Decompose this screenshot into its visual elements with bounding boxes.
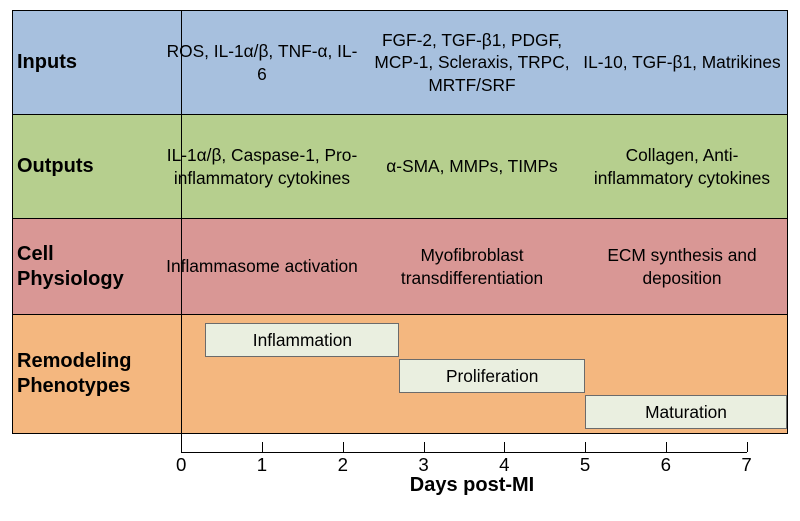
- tick-7: [747, 442, 748, 452]
- row-body-inputs: ROS, IL-1α/β, TNF-α, IL-6FGF-2, TGF-β1, …: [157, 11, 787, 114]
- tick-label-1: 1: [257, 454, 267, 476]
- row-body-outputs: IL-1α/β, Caspase-1, Pro-inflammatory cyt…: [157, 115, 787, 218]
- tick-3: [424, 442, 425, 452]
- phenotype-bar-maturation: Maturation: [585, 395, 787, 429]
- row-body-phenotypes: InflammationProliferationMaturation: [157, 315, 787, 433]
- tick-label-3: 3: [418, 454, 428, 476]
- row-inputs: InputsROS, IL-1α/β, TNF-α, IL-6FGF-2, TG…: [12, 10, 788, 114]
- tick-1: [262, 442, 263, 452]
- tick-0: [181, 442, 182, 452]
- tick-5: [585, 442, 586, 452]
- row-label-inputs: Inputs: [13, 11, 157, 114]
- phenotype-bar-inflammation: Inflammation: [205, 323, 399, 357]
- cell-outputs-2: Collagen, Anti-inflammatory cytokines: [577, 115, 787, 218]
- cell-inputs-1: FGF-2, TGF-β1, PDGF, MCP-1, Scleraxis, T…: [367, 11, 577, 114]
- row-phenotypes: Remodeling PhenotypesInflammationProlife…: [12, 314, 788, 434]
- row-label-phenotypes: Remodeling Phenotypes: [13, 315, 157, 433]
- tick-label-0: 0: [176, 454, 186, 476]
- cell-outputs-1: α-SMA, MMPs, TIMPs: [367, 115, 577, 218]
- axis-line: [181, 452, 746, 453]
- tick-label-6: 6: [661, 454, 671, 476]
- cell-cellphys-1: Myofibroblast transdifferentiation: [367, 219, 577, 314]
- tick-label-7: 7: [741, 454, 751, 476]
- row-label-cellphys: Cell Physiology: [13, 219, 157, 314]
- phenotype-track: InflammationProliferationMaturation: [157, 315, 787, 433]
- row-label-outputs: Outputs: [13, 115, 157, 218]
- cell-inputs-0: ROS, IL-1α/β, TNF-α, IL-6: [157, 11, 367, 114]
- axis-title: Days post-MI: [157, 474, 787, 497]
- row-cellphys: Cell PhysiologyInflammasome activationMy…: [12, 218, 788, 314]
- x-axis: 01234567Days post-MI: [157, 434, 787, 492]
- row-outputs: OutputsIL-1α/β, Caspase-1, Pro-inflammat…: [12, 114, 788, 218]
- tick-4: [504, 442, 505, 452]
- cell-cellphys-2: ECM synthesis and deposition: [577, 219, 787, 314]
- tick-2: [343, 442, 344, 452]
- tick-label-5: 5: [580, 454, 590, 476]
- tick-6: [666, 442, 667, 452]
- cell-cellphys-0: Inflammasome activation: [157, 219, 367, 314]
- cell-inputs-2: IL-10, TGF-β1, Matrikines: [577, 11, 787, 114]
- cell-outputs-0: IL-1α/β, Caspase-1, Pro-inflammatory cyt…: [157, 115, 367, 218]
- phenotype-bar-proliferation: Proliferation: [399, 359, 585, 393]
- row-body-cellphys: Inflammasome activationMyofibroblast tra…: [157, 219, 787, 314]
- tick-label-4: 4: [499, 454, 509, 476]
- tick-label-2: 2: [338, 454, 348, 476]
